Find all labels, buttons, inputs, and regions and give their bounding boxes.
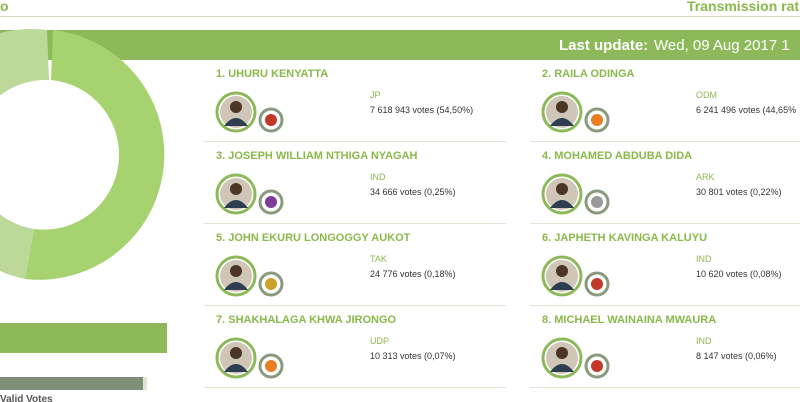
party-logo (591, 360, 603, 372)
photo-body (550, 118, 574, 126)
donut-segment (0, 29, 49, 279)
photo-head (230, 183, 242, 195)
candidate-votes: 6 241 496 votes (44,65% (696, 105, 797, 115)
bar (0, 377, 143, 390)
candidate-party: UDP (370, 336, 390, 346)
divider (204, 141, 506, 142)
party-logo (265, 360, 277, 372)
photo-head (556, 101, 568, 113)
donut-segment (25, 30, 165, 280)
candidate-party: TAK (370, 254, 387, 264)
candidate-votes: 10 313 votes (0,07%) (370, 351, 456, 361)
candidate-party: IND (696, 336, 712, 346)
photo-head (230, 101, 242, 113)
update-label: Last update: (559, 37, 649, 54)
photo-body (224, 282, 248, 290)
divider (204, 387, 506, 388)
photo-body (224, 118, 248, 126)
candidate-name: 8. MICHAEL WAINAINA MWAURA (542, 314, 717, 326)
update-value: Wed, 09 Aug 2017 1 (654, 37, 790, 54)
candidate-votes: 30 801 votes (0,22%) (696, 187, 782, 197)
party-logo (265, 278, 277, 290)
photo-body (550, 364, 574, 372)
photo-body (224, 200, 248, 208)
candidate-name: 7. SHAKHALAGA KHWA JIRONGO (216, 314, 397, 326)
footer-label: Valid Votes (0, 394, 53, 402)
photo-body (550, 200, 574, 208)
party-logo (265, 196, 277, 208)
candidate-party: ARK (696, 172, 715, 182)
candidate-name: 2. RAILA ODINGA (542, 68, 635, 80)
divider (204, 223, 506, 224)
candidate-votes: 8 147 votes (0,06%) (696, 351, 777, 361)
divider (530, 305, 800, 306)
photo-head (556, 347, 568, 359)
photo-body (550, 282, 574, 290)
party-logo (591, 114, 603, 126)
candidate-party: JP (370, 90, 381, 100)
bar (0, 323, 167, 353)
photo-head (556, 265, 568, 277)
photo-head (230, 265, 242, 277)
candidate-party: ODM (696, 90, 717, 100)
party-logo (591, 278, 603, 290)
candidate-name: 6. JAPHETH KAVINGA KALUYU (542, 232, 708, 244)
candidate-party: IND (696, 254, 712, 264)
candidate-votes: 7 618 943 votes (54,50%) (370, 105, 474, 115)
divider (530, 387, 800, 388)
candidate-votes: 10 620 votes (0,08%) (696, 269, 782, 279)
candidate-name: 1. UHURU KENYATTA (216, 68, 329, 80)
photo-body (224, 364, 248, 372)
party-logo (591, 196, 603, 208)
candidate-name: 3. JOSEPH WILLIAM NTHIGA NYAGAH (216, 150, 418, 162)
photo-head (556, 183, 568, 195)
candidate-name: 5. JOHN EKURU LONGOGGY AUKOT (216, 232, 411, 244)
banner (0, 30, 800, 60)
candidate-votes: 34 666 votes (0,25%) (370, 187, 456, 197)
candidate-votes: 24 776 votes (0,18%) (370, 269, 456, 279)
divider (204, 305, 506, 306)
candidate-party: IND (370, 172, 386, 182)
header-link[interactable]: Transmission rat (687, 0, 800, 14)
candidate-name: 4. MOHAMED ABDUBA DIDA (542, 150, 693, 162)
header-title: o (0, 0, 9, 14)
divider (530, 223, 800, 224)
photo-head (230, 347, 242, 359)
header-rule (0, 16, 800, 17)
divider (530, 141, 800, 142)
party-logo (265, 114, 277, 126)
